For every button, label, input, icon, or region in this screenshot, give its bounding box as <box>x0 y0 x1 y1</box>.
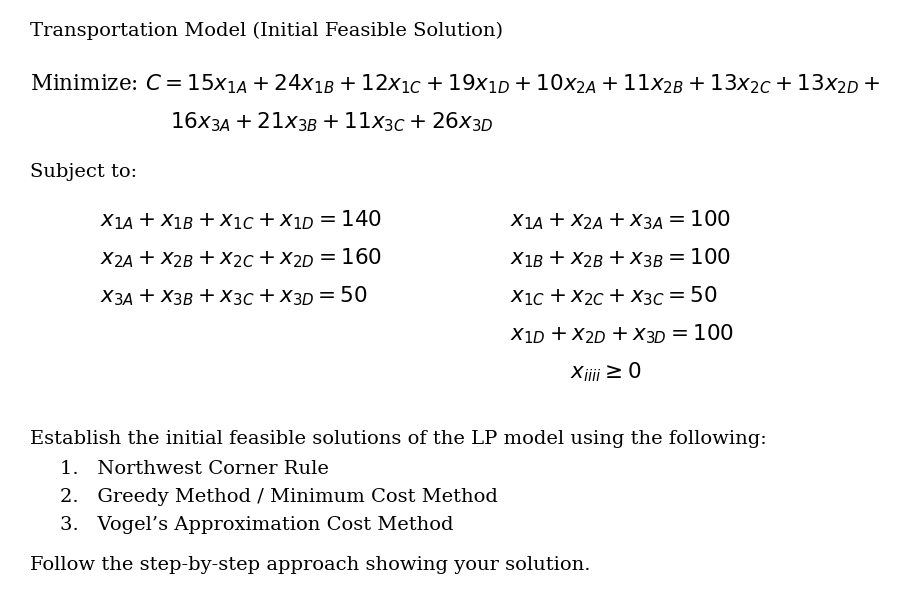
Text: $x_{1A} + x_{1B} + x_{1C} + x_{1D} = 140$: $x_{1A} + x_{1B} + x_{1C} + x_{1D} = 140… <box>100 208 382 231</box>
Text: $x_{1A} + x_{2A} + x_{3A} = 100$: $x_{1A} + x_{2A} + x_{3A} = 100$ <box>510 208 731 231</box>
Text: $x_{1D} + x_{2D} + x_{3D} = 100$: $x_{1D} + x_{2D} + x_{3D} = 100$ <box>510 322 734 346</box>
Text: Transportation Model (Initial Feasible Solution): Transportation Model (Initial Feasible S… <box>30 22 503 40</box>
Text: Follow the step-by-step approach showing your solution.: Follow the step-by-step approach showing… <box>30 556 591 574</box>
Text: 3.   Vogel’s Approximation Cost Method: 3. Vogel’s Approximation Cost Method <box>60 516 453 534</box>
Text: $x_{2A} + x_{2B} + x_{2C} + x_{2D} = 160$: $x_{2A} + x_{2B} + x_{2C} + x_{2D} = 160… <box>100 246 382 270</box>
Text: Minimize: $\mathit{C} = 15x_{1A} + 24x_{1B} + 12x_{1C} + 19x_{1D} + 10x_{2A} + 1: Minimize: $\mathit{C} = 15x_{1A} + 24x_{… <box>30 72 881 95</box>
Text: 1.   Northwest Corner Rule: 1. Northwest Corner Rule <box>60 460 329 478</box>
Text: $x_{1C} + x_{2C} + x_{3C} = 50$: $x_{1C} + x_{2C} + x_{3C} = 50$ <box>510 284 718 308</box>
Text: $x_{3A} + x_{3B} + x_{3C} + x_{3D} = 50$: $x_{3A} + x_{3B} + x_{3C} + x_{3D} = 50$ <box>100 284 368 308</box>
Text: 2.   Greedy Method / Minimum Cost Method: 2. Greedy Method / Minimum Cost Method <box>60 488 498 506</box>
Text: Establish the initial feasible solutions of the LP model using the following:: Establish the initial feasible solutions… <box>30 430 767 448</box>
Text: $x_{iiii} \geq 0$: $x_{iiii} \geq 0$ <box>570 360 642 384</box>
Text: $16x_{3A} + 21x_{3B} + 11x_{3C} + 26x_{3D}$: $16x_{3A} + 21x_{3B} + 11x_{3C} + 26x_{3… <box>170 110 493 133</box>
Text: Subject to:: Subject to: <box>30 163 137 181</box>
Text: $x_{1B} + x_{2B} + x_{3B} = 100$: $x_{1B} + x_{2B} + x_{3B} = 100$ <box>510 246 731 270</box>
